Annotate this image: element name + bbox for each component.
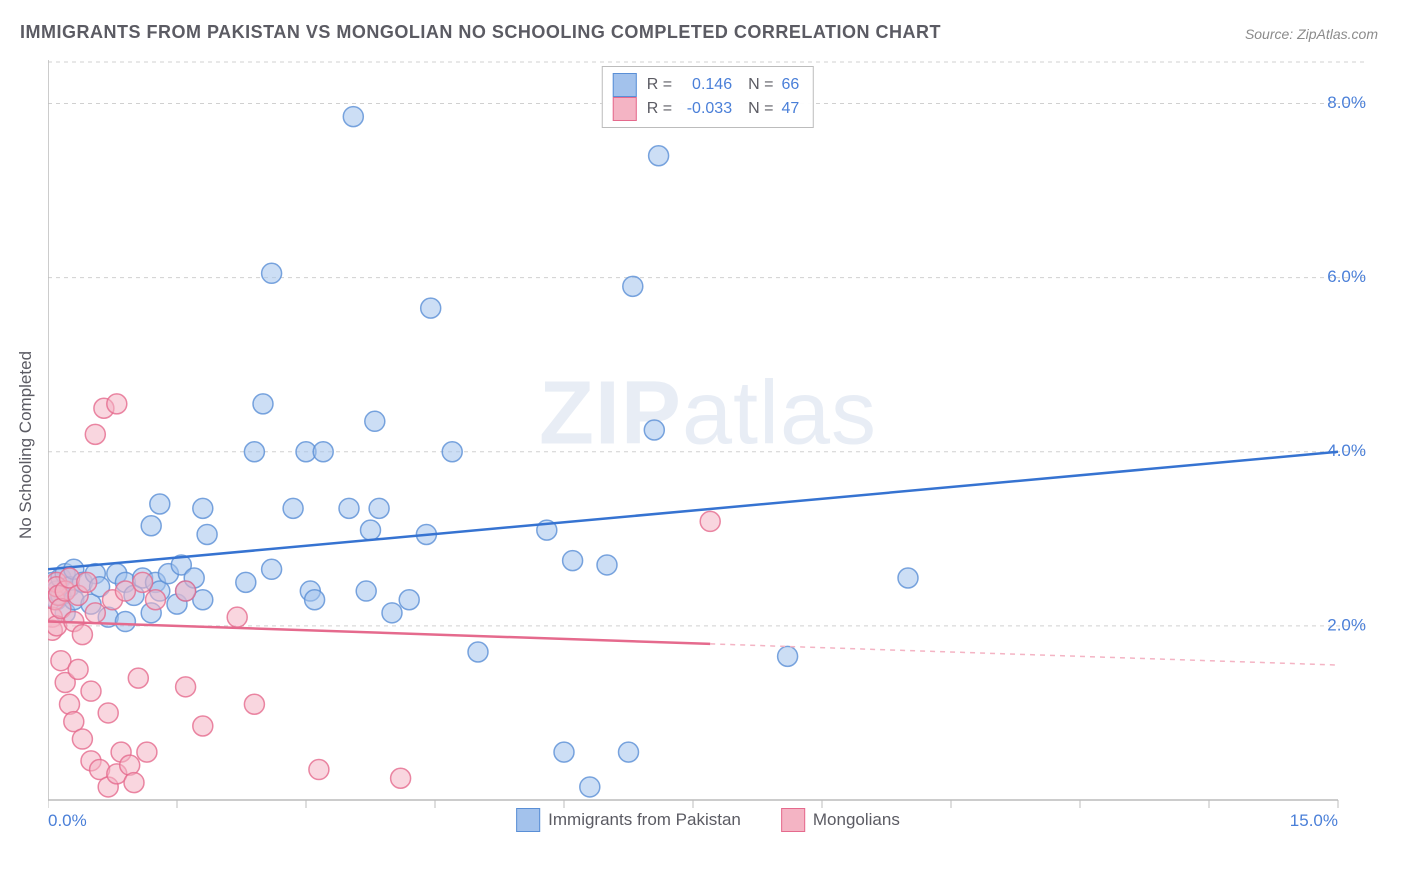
legend-label: Immigrants from Pakistan (548, 810, 741, 830)
svg-text:0.0%: 0.0% (48, 811, 87, 830)
legend-swatch (781, 808, 805, 832)
chart-title: IMMIGRANTS FROM PAKISTAN VS MONGOLIAN NO… (20, 22, 941, 43)
legend-row: R =0.146N =66 (613, 73, 799, 97)
legend-swatch (613, 97, 637, 121)
legend-item: Mongolians (781, 808, 900, 832)
y-axis-label: No Schooling Completed (16, 351, 36, 539)
legend-swatch (516, 808, 540, 832)
correlation-legend: R =0.146N =66 R =-0.033N =47 (602, 66, 814, 128)
scatter-plot: 2.0% 4.0% 6.0% 8.0% 0.0% 15.0% (48, 60, 1368, 830)
svg-text:2.0%: 2.0% (1327, 615, 1366, 634)
svg-text:15.0%: 15.0% (1290, 811, 1338, 830)
chart-area: No Schooling Completed ZIPatlas 2.0%4.0%… (48, 60, 1368, 830)
source-label: Source: ZipAtlas.com (1245, 26, 1378, 42)
svg-text:6.0%: 6.0% (1327, 267, 1366, 286)
legend-item: Immigrants from Pakistan (516, 808, 741, 832)
legend-row: R =-0.033N =47 (613, 97, 799, 121)
legend-stats: R =-0.033N =47 (647, 100, 799, 118)
svg-text:8.0%: 8.0% (1327, 93, 1366, 112)
legend-swatch (613, 73, 637, 97)
legend-stats: R =0.146N =66 (647, 76, 799, 94)
legend-label: Mongolians (813, 810, 900, 830)
svg-text:4.0%: 4.0% (1327, 441, 1366, 460)
series-legend: Immigrants from Pakistan Mongolians (516, 808, 900, 832)
